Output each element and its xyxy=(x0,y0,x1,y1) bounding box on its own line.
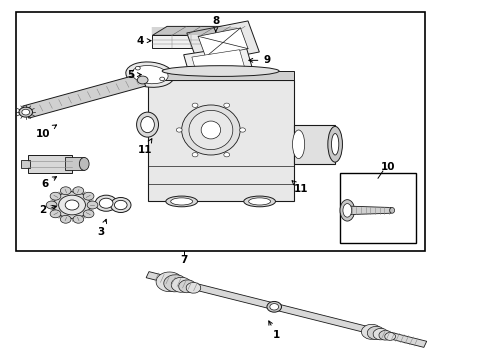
Ellipse shape xyxy=(115,201,127,210)
Ellipse shape xyxy=(65,200,79,210)
Ellipse shape xyxy=(99,198,113,208)
Ellipse shape xyxy=(182,105,240,155)
Text: 6: 6 xyxy=(42,177,56,189)
Bar xyxy=(16,12,425,251)
Ellipse shape xyxy=(73,215,84,223)
Text: 1: 1 xyxy=(269,321,280,341)
Polygon shape xyxy=(347,206,391,215)
Polygon shape xyxy=(147,71,294,80)
Text: 4: 4 xyxy=(137,36,151,46)
Ellipse shape xyxy=(171,277,192,292)
Ellipse shape xyxy=(267,301,282,312)
Ellipse shape xyxy=(248,198,270,205)
Ellipse shape xyxy=(160,77,165,81)
Ellipse shape xyxy=(240,128,245,132)
Bar xyxy=(65,157,84,170)
Ellipse shape xyxy=(362,324,382,339)
Text: 10: 10 xyxy=(381,162,395,172)
Ellipse shape xyxy=(73,187,84,195)
Polygon shape xyxy=(192,50,245,75)
Ellipse shape xyxy=(373,328,389,340)
Polygon shape xyxy=(187,21,259,64)
Text: 10: 10 xyxy=(36,125,56,139)
Ellipse shape xyxy=(224,153,230,157)
Ellipse shape xyxy=(60,215,71,223)
Ellipse shape xyxy=(201,121,220,139)
Ellipse shape xyxy=(95,195,117,211)
Ellipse shape xyxy=(379,330,392,340)
Ellipse shape xyxy=(22,109,30,115)
Polygon shape xyxy=(198,28,248,57)
Ellipse shape xyxy=(156,272,183,292)
Ellipse shape xyxy=(135,66,140,70)
Ellipse shape xyxy=(340,200,355,221)
Ellipse shape xyxy=(224,103,230,107)
Ellipse shape xyxy=(186,283,201,293)
Text: 5: 5 xyxy=(127,69,141,80)
Ellipse shape xyxy=(132,66,168,84)
Bar xyxy=(21,159,30,168)
Ellipse shape xyxy=(343,203,352,217)
Ellipse shape xyxy=(126,62,174,87)
Ellipse shape xyxy=(87,201,98,209)
Bar xyxy=(340,173,416,243)
Ellipse shape xyxy=(83,210,94,218)
Text: 11: 11 xyxy=(292,181,308,194)
Ellipse shape xyxy=(54,192,90,219)
Text: 8: 8 xyxy=(212,16,220,32)
Text: 11: 11 xyxy=(138,139,152,155)
Text: 3: 3 xyxy=(98,219,106,237)
Ellipse shape xyxy=(164,275,187,292)
Ellipse shape xyxy=(19,107,32,117)
Ellipse shape xyxy=(192,153,198,157)
Polygon shape xyxy=(152,35,225,48)
Ellipse shape xyxy=(46,201,57,209)
Ellipse shape xyxy=(166,196,197,207)
Ellipse shape xyxy=(162,66,279,76)
Ellipse shape xyxy=(59,195,85,215)
Ellipse shape xyxy=(331,134,339,155)
Ellipse shape xyxy=(176,128,182,132)
Ellipse shape xyxy=(270,303,279,310)
Text: 7: 7 xyxy=(180,255,188,265)
Ellipse shape xyxy=(171,198,193,205)
Polygon shape xyxy=(23,74,146,118)
Polygon shape xyxy=(147,80,294,202)
Ellipse shape xyxy=(50,192,61,200)
Ellipse shape xyxy=(328,126,343,162)
Polygon shape xyxy=(28,155,72,173)
Ellipse shape xyxy=(111,198,131,212)
Ellipse shape xyxy=(293,130,305,158)
Ellipse shape xyxy=(137,76,148,84)
Ellipse shape xyxy=(83,192,94,200)
Ellipse shape xyxy=(60,187,71,195)
Polygon shape xyxy=(184,45,253,79)
Ellipse shape xyxy=(137,112,159,137)
Text: 9: 9 xyxy=(249,55,270,65)
Ellipse shape xyxy=(50,210,61,218)
Polygon shape xyxy=(294,125,335,164)
Text: 2: 2 xyxy=(39,205,56,215)
Ellipse shape xyxy=(79,157,89,170)
Ellipse shape xyxy=(189,111,233,150)
Ellipse shape xyxy=(141,117,154,133)
Ellipse shape xyxy=(179,280,196,293)
Ellipse shape xyxy=(368,327,385,339)
Ellipse shape xyxy=(192,103,198,107)
Polygon shape xyxy=(225,26,240,48)
Ellipse shape xyxy=(244,196,275,207)
Polygon shape xyxy=(146,272,427,347)
Ellipse shape xyxy=(385,333,395,340)
Polygon shape xyxy=(152,26,240,35)
Ellipse shape xyxy=(390,207,394,213)
